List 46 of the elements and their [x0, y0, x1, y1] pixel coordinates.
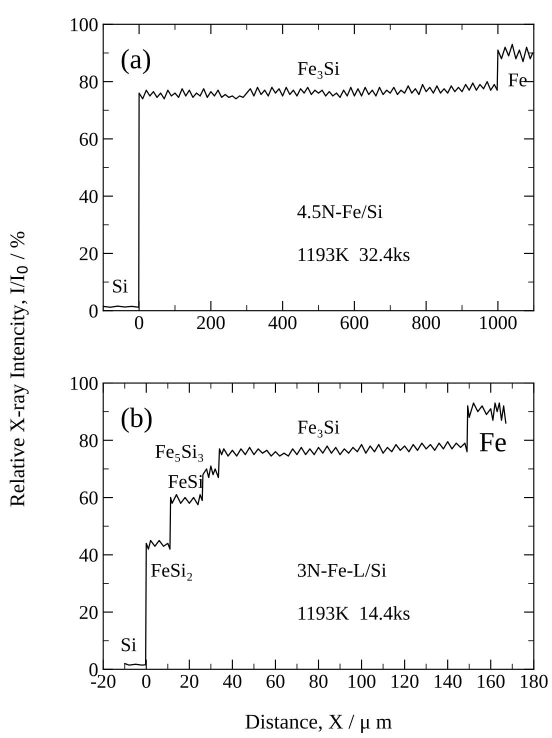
annotation: Fe₃Si: [298, 420, 340, 438]
x-tick-label: 100: [348, 674, 376, 688]
y-tick-label: 20: [80, 606, 98, 620]
x-tick-label: 160: [478, 674, 505, 688]
annotation: Fe₃Si: [298, 62, 340, 79]
annotation: 1193K 32.4ks: [298, 247, 410, 262]
annotation: 4.5N-Fe/Si: [297, 205, 382, 218]
annotation: (b): [122, 408, 152, 433]
y-tick-label: 40: [79, 190, 98, 204]
x-tick-label: 180: [520, 674, 548, 688]
y-tick-label: 40: [79, 548, 98, 562]
y-tick-label: 100: [70, 376, 98, 390]
annotation: 3N-Fe-L/Si: [298, 564, 386, 577]
y-tick-label: 80: [80, 434, 98, 448]
y-tick-label: 0: [89, 304, 98, 318]
y-tick-label: 100: [70, 18, 98, 32]
x-tick-label: -20: [90, 674, 116, 688]
x-tick-label: 0: [134, 316, 144, 330]
y-tick-label: 60: [80, 491, 98, 504]
x-tick-label: 0: [142, 674, 150, 688]
x-tick-label: 1000: [480, 316, 517, 330]
x-tick-label: 60: [266, 674, 284, 688]
x-tick-label: 20: [180, 674, 198, 688]
annotation: 1193K 14.4ks: [298, 606, 410, 620]
x-tick-label: 120: [392, 674, 418, 688]
x-axis-title: Distance, X / μ m: [246, 714, 392, 733]
annotation: Fe₅Si₃: [155, 444, 204, 462]
annotation: Si: [122, 638, 136, 652]
y-axis-title: Relative X-ray Intencity, I/I$_{0}$ / %: [10, 232, 29, 507]
x-tick-label: 140: [434, 674, 462, 688]
x-tick-label: 200: [197, 316, 225, 330]
annotation: Fe: [480, 433, 506, 452]
annotation: (a): [122, 48, 150, 74]
x-tick-label: 40: [223, 674, 242, 688]
annotation: Fe: [508, 74, 527, 86]
y-tick-label: 60: [80, 132, 98, 146]
x-tick-label: 800: [412, 316, 440, 330]
y-tick-label: 20: [80, 247, 98, 260]
annotation: Si: [113, 280, 128, 293]
x-tick-label: 600: [340, 316, 368, 330]
x-tick-label: 400: [268, 316, 296, 330]
x-tick-label: 80: [310, 674, 328, 688]
y-tick-label: 0: [89, 663, 98, 676]
annotation: FeSi₂: [151, 564, 192, 581]
annotation: FeSi: [168, 475, 204, 488]
y-tick-label: 80: [80, 75, 98, 89]
